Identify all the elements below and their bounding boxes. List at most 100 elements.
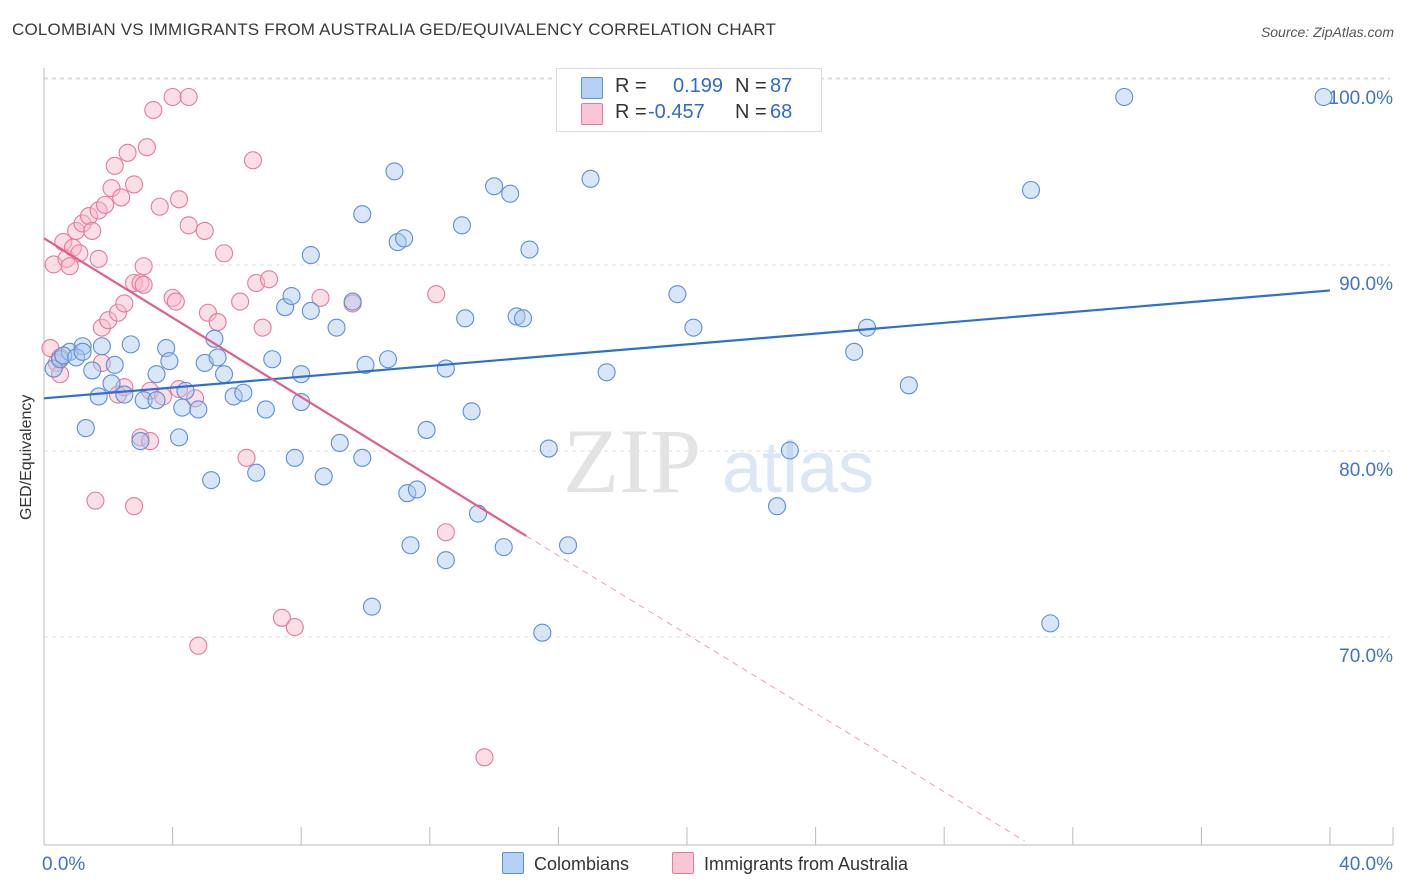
australia-point <box>259 270 279 289</box>
colombians-point <box>121 335 140 354</box>
australia-trend-line <box>43 237 527 537</box>
x-tick-label: 40.0% <box>1339 854 1393 875</box>
australia-point <box>427 285 446 304</box>
colombians-point <box>362 597 381 616</box>
colombians-point <box>780 441 799 460</box>
colombians-point <box>533 623 552 642</box>
colombians-point <box>234 383 253 402</box>
australia-point <box>124 175 144 194</box>
australia-point <box>186 389 205 408</box>
trend-lines <box>43 237 1331 842</box>
colombians-point <box>356 355 375 374</box>
colombians-point <box>597 363 616 382</box>
colombians-point <box>1314 87 1333 107</box>
australia-point <box>105 156 124 175</box>
colombians-point <box>44 359 63 378</box>
colombians-point <box>214 365 234 384</box>
colombians-point <box>301 246 320 265</box>
chart-title: COLOMBIAN VS IMMIGRANTS FROM AUSTRALIA G… <box>12 20 777 39</box>
australia-point <box>253 318 272 337</box>
colombians-point <box>485 177 504 196</box>
bottom-legend-australia: Immigrants from Australia <box>672 852 908 875</box>
australia-point <box>166 292 185 311</box>
australia-point <box>115 294 134 313</box>
bottom-swatch-blue <box>502 852 524 874</box>
colombians-trend-line <box>43 289 1331 400</box>
australia-point <box>89 249 108 268</box>
australia-point <box>163 87 182 107</box>
colombians-point <box>539 439 558 458</box>
colombians-point <box>134 391 153 410</box>
watermark-zip: ZIP <box>563 410 701 512</box>
colombians-point <box>845 342 864 361</box>
colombians-point <box>301 301 320 320</box>
australia-point <box>108 385 127 404</box>
australia-point <box>237 448 256 467</box>
colombians-point <box>115 385 134 404</box>
australia-point <box>134 275 153 294</box>
australia-point <box>99 311 118 330</box>
colombians-point <box>353 205 372 224</box>
colombians-point <box>899 376 918 395</box>
bottom-legend-label: Immigrants from Australia <box>704 854 909 874</box>
axes <box>43 68 1394 846</box>
y-tick-label: 70.0% <box>1339 646 1393 667</box>
colombians-point <box>417 420 436 439</box>
y-tick-label: 100.0% <box>1329 88 1394 109</box>
colombians-point <box>343 292 362 311</box>
colombians-point <box>1041 614 1060 633</box>
australia-point <box>214 244 234 263</box>
watermark-atlas: atlas <box>722 428 874 508</box>
colombians-point <box>202 471 221 490</box>
australia-point <box>169 379 189 399</box>
australia-point <box>208 313 227 332</box>
stats-legend: R = 0.199 N = 87 R = -0.457 N = 68 <box>556 68 822 132</box>
colombians-point <box>668 285 687 304</box>
colombians-point <box>684 318 703 337</box>
australia-point <box>144 100 163 120</box>
australia-point <box>96 195 115 214</box>
series-colombians <box>44 87 1333 642</box>
legend-r-label: R = <box>615 75 647 97</box>
legend-r-label: R = <box>615 101 647 123</box>
colombians-point <box>558 536 578 555</box>
australia-point <box>86 491 105 510</box>
australia-point <box>124 497 144 516</box>
colombians-point <box>73 337 92 356</box>
colombians-point <box>520 240 539 259</box>
bottom-legend-colombians: Colombians <box>502 852 629 875</box>
colombians-point <box>92 337 111 356</box>
legend-n-value: 68 <box>770 101 793 123</box>
legend-n-label: N = <box>735 75 767 97</box>
colombians-point <box>131 432 150 451</box>
bottom-swatch-pink <box>672 852 694 874</box>
colombians-point <box>507 307 526 326</box>
x-tick-label: 0.0% <box>42 854 85 875</box>
australia-point <box>118 143 137 162</box>
australia-point <box>83 221 102 240</box>
australia-point <box>169 190 189 209</box>
legend-swatch-pink <box>581 103 603 125</box>
australia-point <box>73 214 92 233</box>
colombians-point <box>147 365 166 384</box>
australia-trend-extension <box>525 535 1025 842</box>
australia-point <box>311 288 330 307</box>
australia-point <box>60 257 79 276</box>
colombians-point <box>468 504 488 523</box>
colombians-point <box>147 391 166 410</box>
australia-point <box>134 257 153 276</box>
colombians-point <box>395 229 414 248</box>
colombians-point <box>1021 180 1041 200</box>
tick-labels: 100.0% 90.0% 80.0% 70.0% 0.0% 40.0% <box>42 88 1393 875</box>
colombians-point <box>353 448 372 467</box>
colombians-point <box>462 402 481 421</box>
colombians-point <box>513 309 533 328</box>
colombians-point <box>398 484 417 503</box>
australia-point <box>79 206 99 226</box>
australia-point <box>179 216 198 235</box>
colombians-point <box>385 162 404 181</box>
colombians-point <box>173 398 192 417</box>
colombians-point <box>501 184 520 203</box>
legend-n-label: N = <box>735 101 767 123</box>
